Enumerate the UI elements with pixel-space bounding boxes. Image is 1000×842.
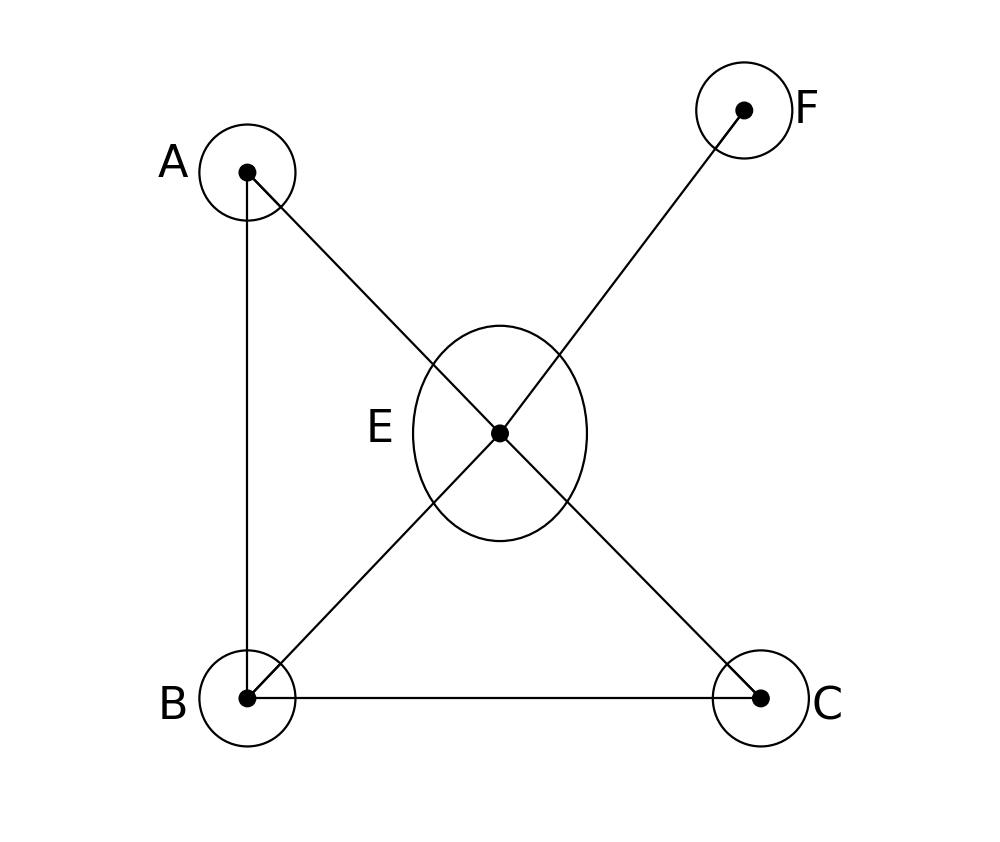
Circle shape xyxy=(492,425,508,442)
Text: B: B xyxy=(158,685,188,728)
Circle shape xyxy=(239,690,256,706)
Circle shape xyxy=(736,102,753,119)
Text: A: A xyxy=(158,143,188,186)
Text: C: C xyxy=(812,685,843,728)
Text: F: F xyxy=(794,89,819,132)
Text: E: E xyxy=(366,408,394,450)
Circle shape xyxy=(753,690,769,706)
Circle shape xyxy=(239,164,256,181)
